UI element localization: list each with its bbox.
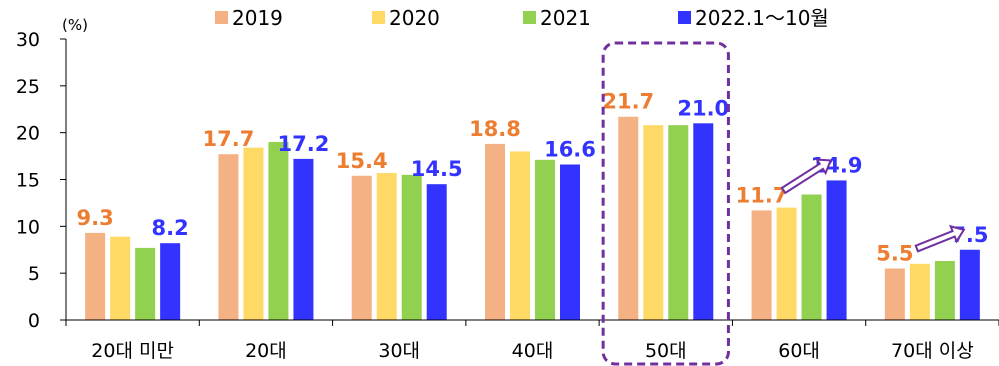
legend-label: 2021: [540, 6, 591, 30]
bar: [243, 147, 264, 320]
legend-swatch: [523, 11, 536, 24]
bar: [801, 194, 822, 320]
x-category-label: 60대: [778, 340, 820, 362]
bar: [268, 142, 289, 320]
bar: [510, 151, 530, 320]
bar: [351, 175, 372, 320]
y-tick-label: 30: [16, 29, 40, 51]
bar: [959, 249, 980, 320]
legend-swatch: [372, 11, 385, 24]
data-label: 21.0: [677, 96, 729, 120]
y-tick-label: 10: [16, 216, 40, 238]
data-label: 17.2: [278, 132, 330, 156]
bar: [160, 243, 181, 320]
bar: [693, 123, 714, 320]
legend-swatch: [678, 11, 691, 24]
bar: [401, 174, 422, 320]
x-category-label: 20대 미만: [91, 340, 174, 362]
bar: [909, 263, 930, 320]
bar: [776, 207, 797, 320]
data-label: 15.4: [336, 149, 388, 173]
legend-label: 2020: [389, 6, 440, 30]
y-tick-label: 25: [16, 76, 40, 98]
data-label: 9.3: [77, 206, 114, 230]
data-label: 8.2: [152, 216, 189, 240]
data-label: 18.8: [469, 117, 521, 141]
legend: 2019 2020 2021 2022.1～10월: [215, 6, 829, 30]
bar: [934, 260, 955, 320]
bar: [135, 247, 156, 320]
bar: [110, 236, 131, 320]
x-category-label: 40대: [512, 340, 554, 362]
data-label: 17.7: [203, 127, 255, 151]
trend-arrow-icon: [780, 158, 833, 195]
highlight-box: [601, 41, 730, 366]
data-label: 5.5: [876, 241, 913, 265]
y-axis: 0 5 10 15 20 25 30: [16, 29, 67, 332]
data-label: 16.6: [544, 138, 596, 162]
bar: [535, 159, 555, 320]
data-label: 11.7: [736, 183, 788, 207]
y-tick-label: 20: [16, 123, 40, 145]
bar: [376, 172, 397, 320]
legend-label: 2019: [232, 6, 283, 30]
bar: [485, 143, 505, 320]
bar: [85, 232, 106, 320]
bar: [218, 154, 239, 320]
y-tick-label: 5: [28, 263, 40, 285]
bar: [884, 268, 905, 320]
unit-label: (%): [62, 16, 88, 34]
bar: [293, 158, 314, 320]
bar: [560, 164, 580, 320]
bars: [85, 116, 980, 320]
x-category-label: 50대: [645, 340, 687, 362]
legend-label: 2022.1～10월: [695, 6, 829, 30]
y-tick-label: 15: [16, 170, 40, 192]
bar: [826, 180, 847, 320]
x-category-label: 70대 이상: [891, 340, 974, 362]
x-category-label: 20대: [245, 340, 287, 362]
data-label: 14.5: [411, 157, 463, 181]
x-axis: 20대 미만 20대 30대 40대 50대 60대 70대 이상: [65, 319, 999, 362]
bar: [668, 125, 689, 320]
data-labels: 9.3 8.2 17.7 17.215.4 14.518.8 16.621.7 21.0 11…: [77, 90, 989, 266]
bar: [618, 116, 639, 320]
legend-swatch: [215, 11, 228, 24]
trend-arrow-icon: [914, 224, 966, 253]
bar: [751, 210, 772, 320]
x-category-label: 30대: [378, 340, 420, 362]
annotations: [601, 41, 966, 366]
data-label: 21.7: [602, 90, 654, 114]
bar: [426, 184, 447, 320]
y-tick-label: 0: [28, 310, 40, 332]
bar: [643, 125, 664, 320]
